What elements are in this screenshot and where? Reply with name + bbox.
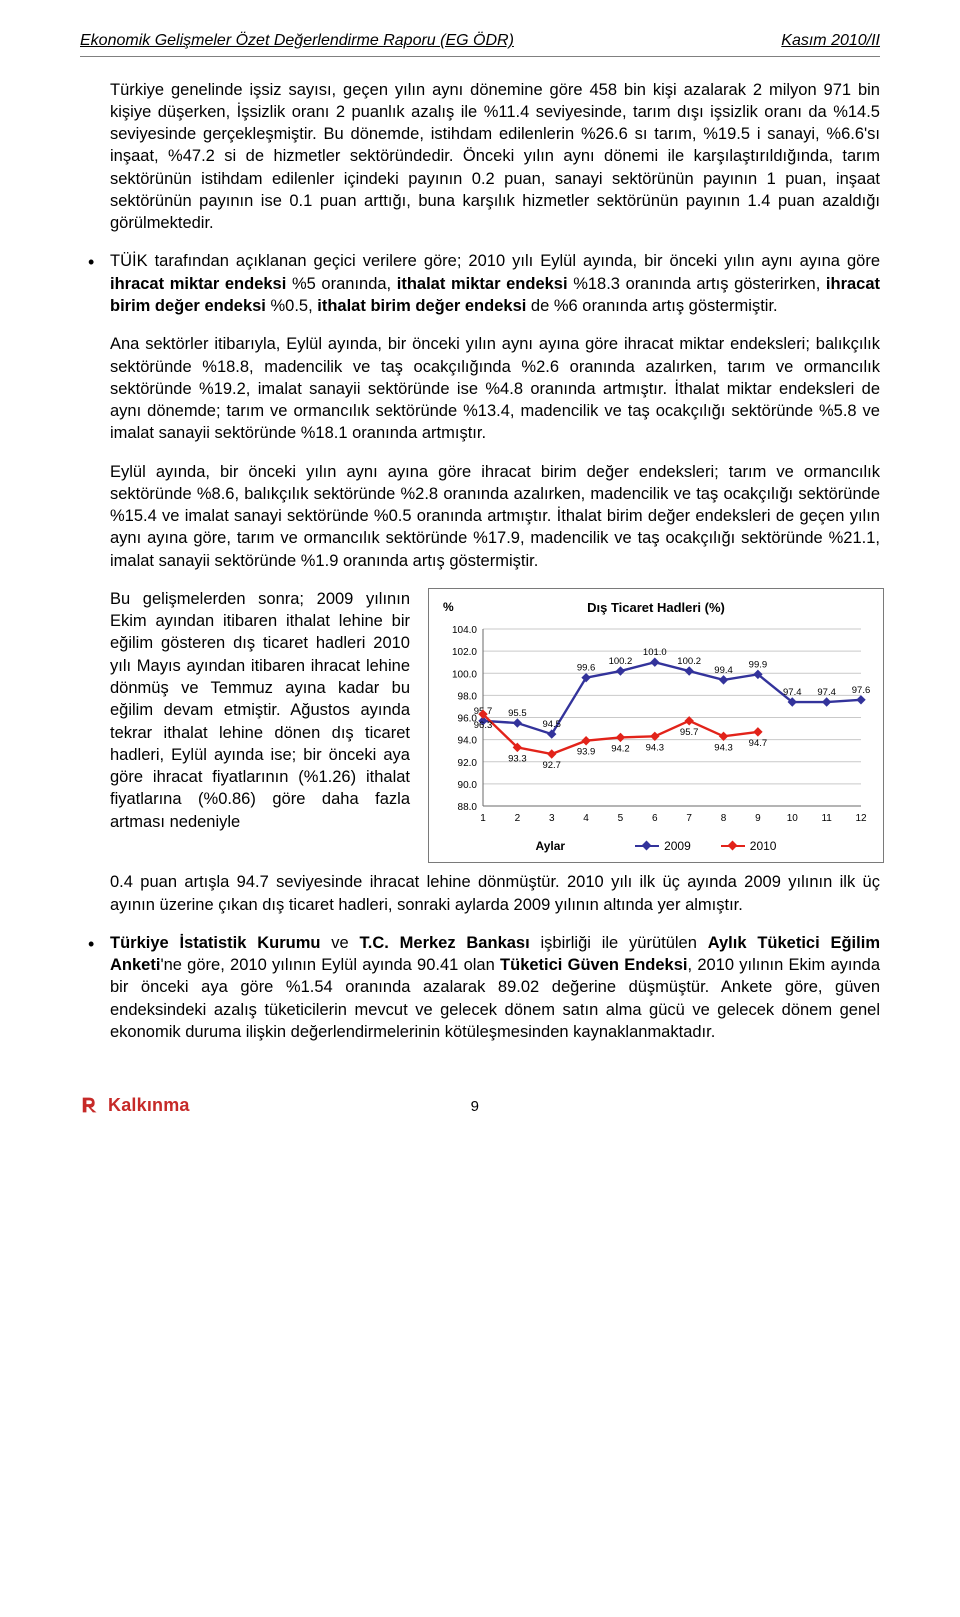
p2-m3: %0.5, xyxy=(266,297,317,315)
legend-swatch-2009 xyxy=(635,845,659,847)
p6-b4: Tüketici Güven Endeksi xyxy=(500,956,687,974)
svg-text:92.7: 92.7 xyxy=(542,760,561,771)
svg-text:94.2: 94.2 xyxy=(611,743,630,754)
p6-m2: işbirliği ile yürütülen xyxy=(530,934,708,952)
svg-text:94.3: 94.3 xyxy=(646,742,665,753)
svg-text:9: 9 xyxy=(755,813,761,824)
svg-text:94.0: 94.0 xyxy=(458,736,478,747)
legend-label-2010: 2010 xyxy=(750,838,777,854)
page-footer: Kalkınma 9 xyxy=(80,1083,880,1117)
svg-text:2: 2 xyxy=(515,813,521,824)
paragraph-4: Eylül ayında, bir önceki yılın aynı ayın… xyxy=(110,461,880,572)
paragraph-3: Ana sektörler itibarıyla, Eylül ayında, … xyxy=(110,333,880,444)
text-chart-row: Bu gelişmelerden sonra; 2009 yılının Eki… xyxy=(80,588,880,863)
p2-b1: ihracat miktar endeksi xyxy=(110,275,286,293)
svg-text:7: 7 xyxy=(686,813,692,824)
svg-text:88.0: 88.0 xyxy=(458,802,478,813)
svg-text:98.0: 98.0 xyxy=(458,691,478,702)
svg-text:104.0: 104.0 xyxy=(452,625,477,636)
header-date-right: Kasım 2010/II xyxy=(781,30,880,52)
chart-title: Dış Ticaret Hadleri (%) xyxy=(429,599,883,617)
legend-item-2010: 2010 xyxy=(721,838,777,854)
p2-m1: %5 oranında, xyxy=(286,275,396,293)
paragraph-5-after: 0.4 puan artışla 94.7 seviyesinde ihraca… xyxy=(110,871,880,916)
p2-m2: %18.3 oranında artış gösterirken, xyxy=(568,275,826,293)
svg-text:95.7: 95.7 xyxy=(680,727,699,738)
footer-logo: Kalkınma xyxy=(80,1093,190,1117)
svg-text:8: 8 xyxy=(721,813,727,824)
p6-m1: ve xyxy=(320,934,359,952)
legend-swatch-2010 xyxy=(721,845,745,847)
svg-text:100.0: 100.0 xyxy=(452,669,477,680)
svg-text:97.6: 97.6 xyxy=(852,685,871,696)
chart-plot-area: 88.090.092.094.096.098.0100.0102.0104.01… xyxy=(441,599,871,832)
trade-terms-chart: % Dış Ticaret Hadleri (%) 88.090.092.094… xyxy=(428,588,884,863)
svg-text:90.0: 90.0 xyxy=(458,780,478,791)
p2-m4: de %6 oranında artış göstermiştir. xyxy=(526,297,777,315)
svg-text:99.6: 99.6 xyxy=(577,663,596,674)
p6-m3: 'ne göre, 2010 yılının Eylül ayında 90.4… xyxy=(160,956,500,974)
svg-text:94.5: 94.5 xyxy=(542,719,561,730)
svg-text:12: 12 xyxy=(855,813,867,824)
header-divider xyxy=(80,56,880,57)
svg-text:1: 1 xyxy=(480,813,486,824)
svg-text:96.3: 96.3 xyxy=(474,720,493,731)
p2-b2: ithalat miktar endeksi xyxy=(397,275,568,293)
p6-b1: Türkiye İstatistik Kurumu xyxy=(110,934,320,952)
page-number: 9 xyxy=(471,1097,479,1117)
svg-text:99.9: 99.9 xyxy=(749,659,768,670)
svg-text:11: 11 xyxy=(821,813,832,824)
svg-text:101.0: 101.0 xyxy=(643,647,667,658)
svg-text:97.4: 97.4 xyxy=(783,687,802,698)
footer-logo-text: Kalkınma xyxy=(108,1093,190,1117)
paragraph-6: Türkiye İstatistik Kurumu ve T.C. Merkez… xyxy=(80,932,880,1043)
svg-text:5: 5 xyxy=(618,813,624,824)
p6-b2: T.C. Merkez Bankası xyxy=(360,934,530,952)
svg-text:93.9: 93.9 xyxy=(577,747,596,758)
paragraph-1: Türkiye genelinde işsiz sayısı, geçen yı… xyxy=(110,79,880,235)
svg-text:4: 4 xyxy=(583,813,589,824)
legend-item-2009: 2009 xyxy=(635,838,691,854)
svg-text:94.3: 94.3 xyxy=(714,742,733,753)
chart-svg: 88.090.092.094.096.098.0100.0102.0104.01… xyxy=(441,623,871,828)
svg-text:100.2: 100.2 xyxy=(677,656,701,667)
paragraph-5-left: Bu gelişmelerden sonra; 2009 yılının Eki… xyxy=(110,588,410,833)
svg-text:94.7: 94.7 xyxy=(749,738,768,749)
page-header: Ekonomik Gelişmeler Özet Değerlendirme R… xyxy=(80,30,880,52)
chart-xlabel: Aylar xyxy=(536,838,566,854)
svg-text:3: 3 xyxy=(549,813,555,824)
chart-legend: Aylar 2009 2010 xyxy=(441,838,871,854)
svg-text:102.0: 102.0 xyxy=(452,647,477,658)
logo-icon xyxy=(80,1094,102,1116)
svg-text:95.5: 95.5 xyxy=(508,708,527,719)
svg-text:100.2: 100.2 xyxy=(609,656,633,667)
svg-text:93.3: 93.3 xyxy=(508,753,527,764)
svg-text:97.4: 97.4 xyxy=(817,687,836,698)
p2-b4: ithalat birim değer endeksi xyxy=(317,297,526,315)
svg-text:10: 10 xyxy=(787,813,799,824)
p2-pre: TÜİK tarafından açıklanan geçici veriler… xyxy=(110,252,880,270)
svg-text:6: 6 xyxy=(652,813,658,824)
svg-text:92.0: 92.0 xyxy=(458,758,478,769)
paragraph-2: TÜİK tarafından açıklanan geçici veriler… xyxy=(80,250,880,317)
legend-label-2009: 2009 xyxy=(664,838,691,854)
header-title-left: Ekonomik Gelişmeler Özet Değerlendirme R… xyxy=(80,30,514,52)
svg-text:99.4: 99.4 xyxy=(714,665,733,676)
